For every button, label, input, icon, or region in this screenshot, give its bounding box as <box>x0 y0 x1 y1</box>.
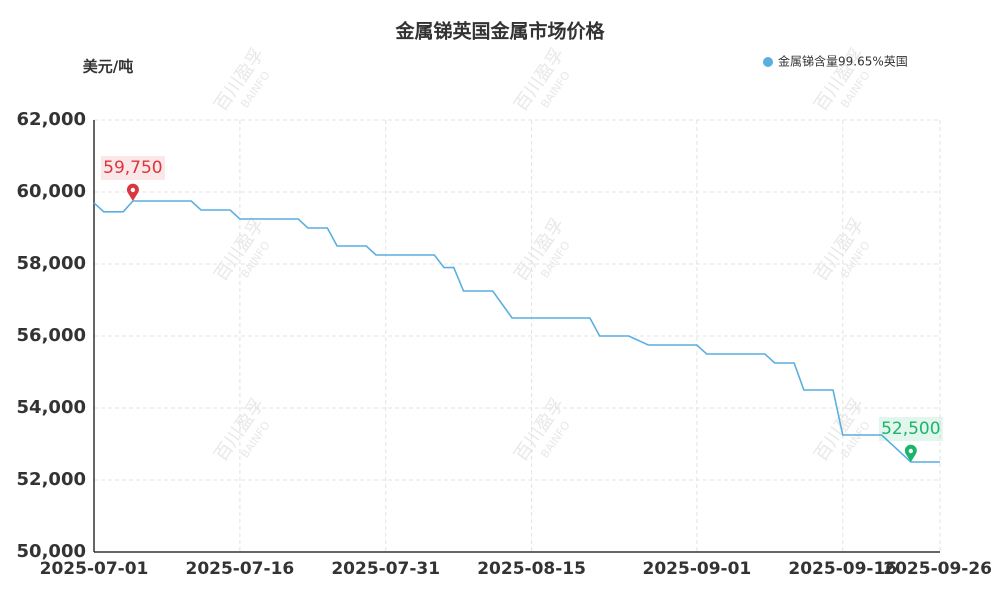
y-tick-label: 56,000 <box>17 325 86 346</box>
y-tick-label: 54,000 <box>17 397 86 418</box>
annotation-label-bg <box>878 417 943 441</box>
x-tick-label: 2025-08-15 <box>477 559 586 579</box>
y-tick-label: 50,000 <box>17 541 86 562</box>
y-tick-label: 58,000 <box>17 253 86 274</box>
annotation-pin <box>904 444 917 462</box>
price-line <box>93 200 940 463</box>
y-tick-label: 60,000 <box>17 181 86 202</box>
legend-marker <box>763 57 773 67</box>
x-tick-label: 2025-09-16 <box>788 559 897 579</box>
y-tick-label: 62,000 <box>17 109 86 130</box>
y-axis-unit: 美元/吨 <box>83 58 133 76</box>
annotation-label-bg <box>100 156 165 180</box>
chart-title: 金属锑英国金属市场价格 <box>394 20 605 43</box>
x-tick-label: 2025-09-26 <box>883 559 992 579</box>
annotation-pin <box>126 183 139 201</box>
annotation-pin-dot <box>908 448 914 454</box>
x-tick-label: 2025-07-31 <box>331 559 440 579</box>
annotation-label: 52,500 <box>881 419 940 439</box>
x-tick-label: 2025-09-01 <box>643 559 752 579</box>
legend-label: 金属锑含量99.65%英国 <box>778 54 908 69</box>
x-tick-label: 2025-07-01 <box>40 559 149 579</box>
annotation-pin-dot <box>130 187 136 193</box>
x-tick-label: 2025-07-16 <box>185 559 294 579</box>
annotation-label: 59,750 <box>103 158 162 178</box>
y-tick-label: 52,000 <box>17 469 86 490</box>
